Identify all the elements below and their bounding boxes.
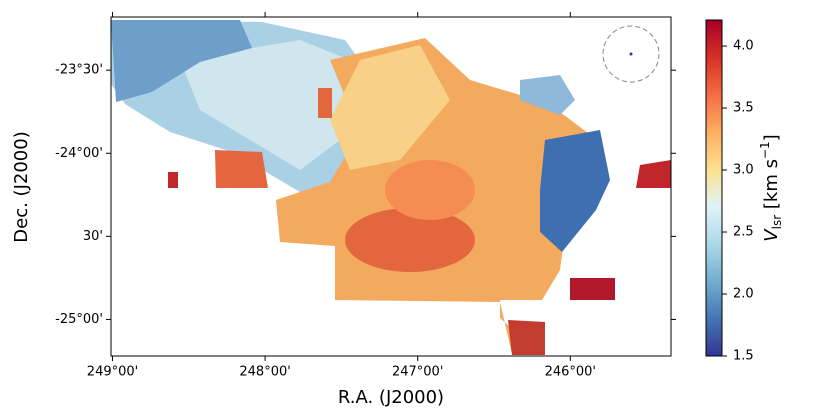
beam-center <box>629 52 633 56</box>
x-tick-label: 246°00' <box>545 365 596 380</box>
colorbar-tick-label: 2.0 <box>733 287 754 302</box>
colorbar-tick-label: 4.0 <box>733 39 754 54</box>
cb-main: V <box>761 228 782 242</box>
y-tick-label: -23°30' <box>55 63 103 78</box>
cb-close: ] <box>761 134 782 141</box>
beam <box>602 25 660 83</box>
y-axis-label: Dec. (J2000) <box>11 131 32 242</box>
colorbar <box>705 19 723 357</box>
colorbar-tick-label: 1.5 <box>733 349 754 364</box>
y-tick-label: 30' <box>83 229 103 244</box>
x-tick-label: 249°00' <box>87 365 138 380</box>
cb-sub: lsr <box>770 215 784 230</box>
y-tick-label: -25°00' <box>55 312 103 327</box>
colorbar-label: Vlsr [km s−1] <box>758 134 784 241</box>
colorbar-tick-label: 2.5 <box>733 225 754 240</box>
x-tick-label: 247°00' <box>392 365 443 380</box>
cb-unit: [km s <box>761 159 782 215</box>
x-tick-label: 248°00' <box>239 365 290 380</box>
colorbar-tick-label: 3.0 <box>733 163 754 178</box>
velocity-map <box>111 20 671 355</box>
x-axis-label: R.A. (J2000) <box>338 387 444 408</box>
y-tick-label: -24°00' <box>55 146 103 161</box>
plot-frame <box>110 16 672 357</box>
cb-sup: −1 <box>758 141 772 159</box>
colorbar-tick-label: 3.5 <box>733 101 754 116</box>
